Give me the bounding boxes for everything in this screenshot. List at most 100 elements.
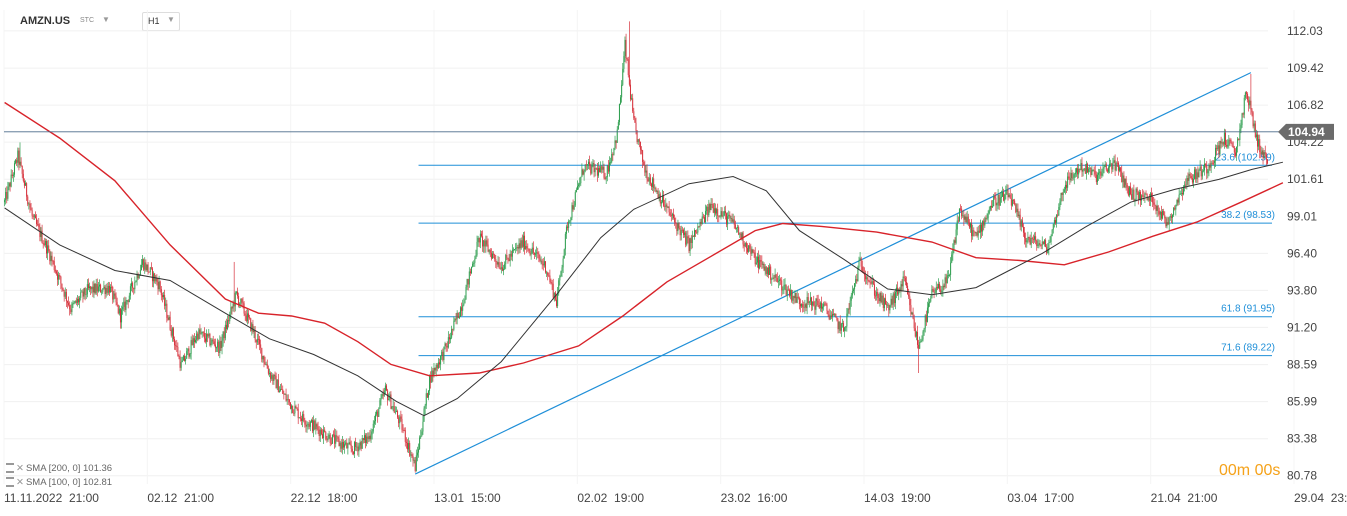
candle-body [682,229,684,235]
candle-body [539,258,541,261]
candle-body [1215,147,1217,161]
candle-body [579,183,581,185]
candle-body [533,252,535,255]
candle-body [81,291,83,293]
candle-body [961,208,963,217]
candle-body [105,288,107,295]
candle-body [748,245,750,252]
candle-body [932,289,934,291]
candle-body [1037,244,1039,246]
candle-body [1263,152,1265,159]
candle-body [830,315,832,317]
candle-body [323,429,325,439]
candle-body [234,292,236,307]
candle-body [246,313,248,321]
candle-body [1164,215,1166,219]
candle-body [1153,202,1155,205]
candle-body [63,290,65,297]
candle-body [455,318,457,320]
candle-body [280,388,282,391]
candle-body [664,205,666,207]
candle-body [190,340,192,354]
close-icon[interactable]: ✕ [16,477,24,488]
candle-body [430,375,432,383]
candle-body [441,351,443,356]
candle-body [1107,167,1109,172]
candle-body [1049,241,1051,243]
x-axis: 11.11.2022 21:00 02.12 21:00 22.12 18:00 13… [4,491,1347,505]
candle-body [594,168,596,173]
close-icon[interactable]: ✕ [16,463,24,474]
candle-body [514,249,516,250]
candle-body [86,284,88,295]
candle-body [591,164,593,174]
candle-body [17,150,19,163]
legend-sma200[interactable]: ✕ SMA [200, 0] 101.36 [6,462,112,476]
candle-body [1154,204,1156,206]
candle-body [64,291,66,297]
candle-body [458,316,460,318]
candle-body [1191,178,1193,183]
candle-body [1079,168,1081,170]
candle-body [782,289,784,291]
chevron-down-icon: ▼ [167,15,175,24]
timeframe-label: H1 [148,16,160,26]
candle-body [288,399,290,403]
candle-body [114,293,116,296]
candle-body [135,281,137,283]
candle-body [370,434,372,440]
candle-body [182,355,184,361]
candle-body [429,375,431,391]
candle-body [5,192,7,201]
candle-body [1266,159,1268,164]
candle-body [340,442,342,449]
candle-body [518,243,520,249]
candle-body [206,333,208,342]
candle-body [572,205,574,210]
indicator-settings-icon[interactable] [6,477,14,488]
candle-body [612,154,614,155]
candle-body [624,39,626,57]
candle-body [1188,173,1190,181]
candle-body [968,222,970,228]
candle-body [538,253,540,259]
candle-body [329,434,331,443]
candle-body [981,224,983,232]
candle-body [498,262,500,269]
candle-body [882,295,884,308]
candle-body [1204,163,1206,171]
candle-body [547,272,549,276]
candle-body [1223,132,1225,145]
indicator-settings-icon[interactable] [6,463,14,474]
y-tick-label: 80.78 [1287,469,1317,483]
candle-body [62,288,64,291]
candle-body [710,204,712,211]
symbol-label[interactable]: AMZN.US [20,15,71,27]
candle-body [440,355,442,365]
timeframe-dropdown[interactable]: H1 ▼ [142,12,180,31]
chevron-down-icon[interactable]: ▼ [102,15,110,24]
candle-body [183,355,185,361]
candle-body [399,416,401,424]
candle-body [388,398,390,401]
price-type-selector[interactable]: STC [80,17,94,24]
legend-sma100[interactable]: ✕ SMA [100, 0] 102.81 [6,476,112,490]
candle-body [866,277,868,280]
chart-grid [3,10,1295,484]
candle-body [611,154,613,163]
candle-body [106,288,108,293]
candle-body [939,283,941,290]
candle-body [1032,238,1034,240]
candle-body [922,331,924,340]
candle-body [707,206,709,216]
candle-body [1025,238,1027,243]
candle-body [75,300,77,303]
candle-body [599,168,601,173]
candle-body [363,435,365,440]
candle-body [713,208,715,213]
candle-body [841,323,843,324]
candle-body [28,203,30,205]
candle-body [272,375,274,382]
candle-body [1218,145,1220,154]
